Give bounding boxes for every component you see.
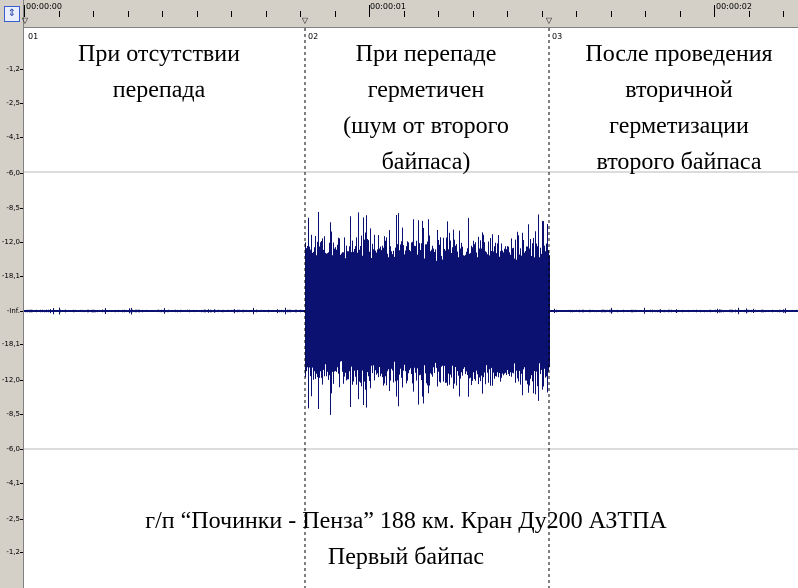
- y-label: -Inf.: [6, 307, 20, 315]
- region-label-pressure-drop: При перепаде герметичен (шум от второго бай…: [304, 36, 548, 180]
- ruler-tick: [714, 5, 715, 17]
- ruler-tick: [197, 11, 198, 17]
- ruler-tick: [576, 11, 577, 17]
- y-label: -1,2: [6, 548, 20, 556]
- region-2-line-3: (шум от второго: [343, 113, 509, 139]
- y-tick: [20, 242, 23, 243]
- ruler-tick: [162, 11, 163, 17]
- marker-flag-3[interactable]: ▽: [545, 16, 553, 25]
- region-label-after-sealing: После проведения вторичной герметизации вто…: [550, 36, 798, 180]
- y-tick: [20, 380, 23, 381]
- ruler-tick: [404, 11, 405, 17]
- y-label: -12,0: [1, 376, 20, 384]
- y-tick: [20, 208, 23, 209]
- zoom-icon[interactable]: ⇕: [4, 6, 20, 22]
- y-label: -6,0: [6, 445, 20, 453]
- ruler-tick: [680, 11, 681, 17]
- region-2-line-2: герметичен: [367, 77, 485, 103]
- ruler-tick: [438, 11, 439, 17]
- time-label-1: 00:00:01: [370, 2, 406, 11]
- region-2-line-1: При перепаде: [355, 41, 497, 67]
- ruler-tick: [93, 11, 94, 17]
- y-label: -12,0: [1, 238, 20, 246]
- y-label: -2,5: [6, 99, 20, 107]
- ruler-corner[interactable]: ⇕: [0, 0, 24, 28]
- y-tick: [20, 344, 23, 345]
- y-tick: [20, 276, 23, 277]
- y-label: -18,1: [1, 340, 20, 348]
- y-tick: [20, 552, 23, 553]
- ruler-tick: [542, 11, 543, 17]
- ruler-tick: [507, 11, 508, 17]
- ruler-tick: [59, 11, 60, 17]
- y-tick: [20, 311, 23, 312]
- region-3-line-3: герметизации: [609, 113, 749, 139]
- time-label-2: 00:00:02: [716, 2, 752, 11]
- marker-label-2[interactable]: 02: [308, 32, 319, 41]
- ruler-tick: [335, 11, 336, 17]
- amplitude-axis: -1,2 -2,5 -4,1 -6,0 -8,5 -12,0 -18,1 -In…: [0, 28, 24, 588]
- ruler-tick: [266, 11, 267, 17]
- y-tick: [20, 414, 23, 415]
- ruler-tick: [749, 11, 750, 17]
- marker-label-1[interactable]: 01: [28, 32, 39, 41]
- ruler-tick: [231, 11, 232, 17]
- y-label: -18,1: [1, 272, 20, 280]
- region-3-line-1: После проведения: [585, 41, 773, 67]
- y-label: -6,0: [6, 169, 20, 177]
- ruler-tick: [645, 11, 646, 17]
- ruler-tick: [369, 5, 370, 17]
- ruler-tick: [611, 11, 612, 17]
- caption-line-1: г/п “Починки - Пенза” 188 км. Кран Ду200…: [145, 508, 667, 534]
- ruler-tick: [300, 11, 301, 17]
- region-label-no-pressure-drop: При отсутствии перепада: [34, 36, 284, 108]
- y-tick: [20, 483, 23, 484]
- ruler-tick: [24, 5, 25, 17]
- waveform-trace: [24, 211, 798, 415]
- y-label: -4,1: [6, 133, 20, 141]
- marker-flag-2[interactable]: ▽: [301, 16, 309, 25]
- region-3-line-4: второго байпаса: [596, 149, 762, 175]
- region-2-line-4: байпаса): [381, 149, 471, 175]
- y-tick: [20, 69, 23, 70]
- region-3-line-2: вторичной: [625, 77, 733, 103]
- marker-flag-1[interactable]: ▽: [21, 16, 29, 25]
- y-tick: [20, 103, 23, 104]
- ruler-tick: [473, 11, 474, 17]
- ruler-tick: [128, 11, 129, 17]
- waveform-view[interactable]: 01 02 03 При отсутствии перепада При пере…: [24, 28, 798, 588]
- y-label: -8,5: [6, 204, 20, 212]
- region-1-line-2: перепада: [112, 77, 206, 103]
- y-tick: [20, 519, 23, 520]
- y-tick: [20, 173, 23, 174]
- y-tick: [20, 137, 23, 138]
- y-label: -8,5: [6, 410, 20, 418]
- caption-line-2: Первый байпас: [327, 544, 485, 570]
- marker-label-3[interactable]: 03: [552, 32, 563, 41]
- y-tick: [20, 449, 23, 450]
- y-label: -1,2: [6, 65, 20, 73]
- waveform-canvas[interactable]: [24, 28, 798, 588]
- time-ruler[interactable]: ⇕ 00:00:00 00:00:01 00:00:02 ▽ ▽ ▽: [0, 0, 798, 28]
- time-label-0: 00:00:00: [26, 2, 62, 11]
- y-label: -4,1: [6, 479, 20, 487]
- ruler-tick: [783, 11, 784, 17]
- region-1-line-1: При отсутствии: [78, 41, 240, 67]
- y-label: -2,5: [6, 515, 20, 523]
- waveform: [24, 211, 798, 415]
